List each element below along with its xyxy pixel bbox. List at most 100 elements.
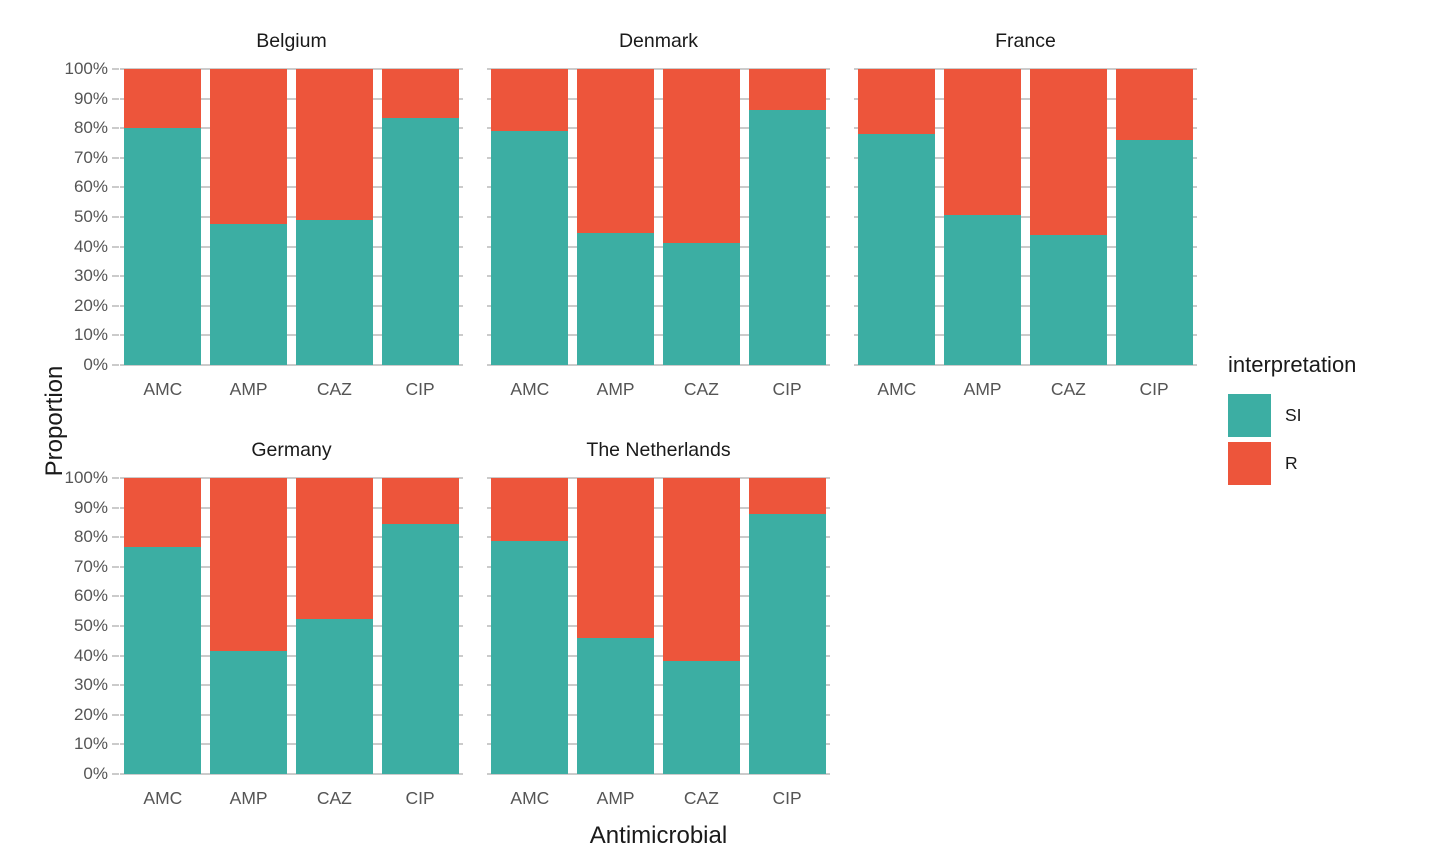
bar-segment-r	[124, 69, 202, 129]
bar-segment-si	[577, 232, 655, 365]
y-tick-mark	[112, 364, 119, 366]
gridline	[487, 654, 830, 657]
facet-panel	[487, 477, 830, 775]
gridline	[120, 216, 463, 218]
bar-slot	[659, 69, 745, 365]
gridline	[487, 477, 830, 479]
y-tick-label: 80%	[73, 118, 108, 138]
y-tick-mark	[112, 536, 119, 539]
bars-container	[854, 69, 1197, 365]
gridline	[487, 156, 830, 159]
y-tick-label: 10%	[73, 734, 108, 754]
stacked-bar	[662, 69, 740, 365]
stacked-bar	[1115, 69, 1193, 365]
gridline	[120, 625, 463, 627]
bar-segment-si	[381, 523, 459, 774]
y-tick-label: 100%	[64, 468, 108, 487]
bars-container	[487, 478, 830, 774]
y-tick-label: 90%	[73, 88, 108, 108]
bar-slot	[1026, 69, 1112, 365]
bars-container	[120, 69, 463, 365]
bar-slot	[573, 478, 659, 774]
gridline	[487, 506, 830, 509]
y-tick-mark	[112, 304, 119, 307]
y-tick-mark	[112, 684, 119, 687]
bars-container	[120, 478, 463, 774]
y-tick-mark	[112, 334, 119, 337]
facet-title: Belgium	[256, 30, 327, 52]
stacked-bar	[748, 69, 826, 365]
bar-segment-r	[295, 478, 373, 620]
gridline	[120, 595, 463, 598]
bar-segment-si	[577, 637, 655, 774]
legend-swatch-r	[1228, 442, 1271, 485]
gridline	[120, 654, 463, 657]
x-tick-label: AMC	[877, 379, 917, 399]
gridline	[120, 684, 463, 687]
x-tick-label: CAZ	[316, 379, 352, 399]
gridline	[120, 275, 463, 278]
bar-slot	[487, 478, 573, 774]
gridline	[120, 334, 463, 337]
bars-container	[487, 69, 830, 365]
bar-slot	[377, 478, 463, 774]
facet-title: France	[995, 30, 1056, 52]
stacked-bar	[210, 69, 288, 365]
bar-segment-r	[662, 69, 740, 244]
stacked-bar	[944, 69, 1022, 365]
bar-slot	[120, 69, 206, 365]
bar-segment-si	[124, 128, 202, 365]
bar-segment-si	[210, 223, 288, 365]
bar-segment-si	[491, 541, 569, 774]
stacked-bar	[491, 478, 569, 774]
y-tick-label: 10%	[73, 325, 108, 345]
y-tick-label: 40%	[73, 236, 108, 256]
bar-segment-si	[748, 513, 826, 774]
gridline	[487, 773, 830, 775]
y-tick-label: 20%	[73, 704, 108, 724]
y-tick-mark	[112, 68, 119, 70]
x-tick-label: CAZ	[683, 379, 719, 399]
gridline	[487, 565, 830, 568]
y-tick-label: 70%	[73, 147, 108, 167]
y-tick-mark	[112, 186, 119, 189]
gridline	[120, 127, 463, 130]
bar-segment-si	[748, 109, 826, 365]
bar-segment-r	[1115, 69, 1193, 140]
bar-segment-r	[1029, 69, 1107, 236]
bar-segment-r	[210, 478, 288, 652]
x-tick-label: CIP	[1139, 379, 1169, 399]
legend-title: interpretation	[1228, 352, 1357, 377]
x-tick-label: AMC	[143, 788, 183, 808]
bar-segment-r	[748, 69, 826, 110]
bar-segment-si	[944, 214, 1022, 365]
bar-segment-si	[1115, 139, 1193, 365]
stacked-bar	[748, 478, 826, 774]
y-tick-mark	[112, 654, 119, 657]
y-tick-label: 0%	[83, 355, 108, 374]
gridline	[120, 364, 463, 366]
gridline	[487, 364, 830, 366]
bar-segment-si	[381, 118, 459, 365]
y-tick-label: 50%	[73, 207, 108, 226]
bar-segment-r	[577, 478, 655, 638]
x-tick-label: AMP	[596, 788, 635, 808]
stacked-bar	[1029, 69, 1107, 365]
gridline	[487, 97, 830, 100]
bar-slot	[744, 478, 830, 774]
y-tick-mark	[112, 97, 119, 100]
x-tick-label: AMC	[510, 788, 550, 808]
bar-segment-r	[124, 478, 202, 547]
bar-slot	[1111, 69, 1197, 365]
bar-slot	[487, 69, 573, 365]
gridline	[487, 186, 830, 189]
x-tick-label: AMC	[143, 379, 183, 399]
stacked-bar	[662, 478, 740, 774]
gridline	[854, 127, 1197, 130]
bar-segment-r	[858, 69, 936, 134]
gridline	[120, 68, 463, 70]
bar-segment-r	[491, 478, 569, 542]
y-tick-label: 100%	[64, 59, 108, 78]
y-tick-mark	[112, 216, 119, 218]
y-tick-mark	[112, 595, 119, 598]
